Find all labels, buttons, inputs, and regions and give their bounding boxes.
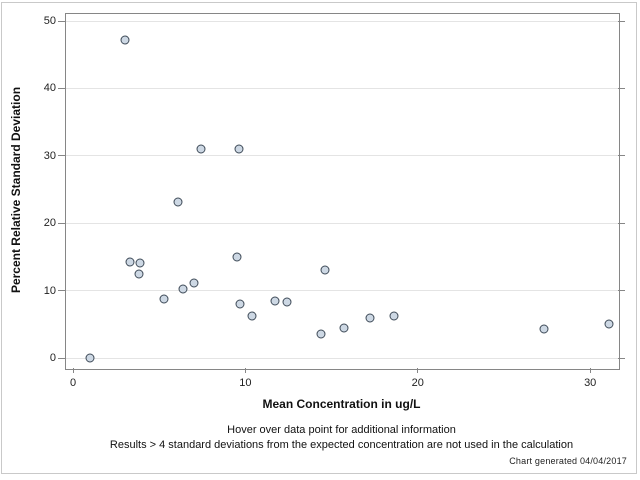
data-point[interactable] — [270, 296, 280, 306]
y-tick-mark-right — [618, 155, 625, 157]
y-tick-mark-left — [58, 155, 66, 157]
x-tick-mark — [589, 368, 591, 373]
data-point[interactable] — [539, 324, 549, 334]
y-tick-mark-right — [618, 87, 625, 89]
y-tick-mark-left — [58, 290, 66, 292]
y-gridline — [66, 357, 619, 359]
data-point[interactable] — [173, 197, 183, 207]
data-point[interactable] — [247, 311, 257, 321]
data-point[interactable] — [196, 144, 206, 154]
x-axis-title: Mean Concentration in ug/L — [262, 397, 421, 411]
x-tick-label: 10 — [239, 377, 252, 389]
data-point[interactable] — [178, 284, 188, 294]
chart-generated-date: Chart generated 04/04/2017 — [509, 456, 627, 466]
data-point[interactable] — [316, 329, 326, 339]
y-tick-label: 30 — [43, 149, 56, 162]
y-tick-mark-left — [58, 87, 66, 89]
data-point[interactable] — [235, 299, 245, 309]
y-tick-mark-right — [618, 20, 625, 22]
footnote-exclusion-rule: Results > 4 standard deviations from the… — [109, 439, 574, 451]
data-point[interactable] — [282, 297, 292, 307]
data-point[interactable] — [604, 319, 614, 329]
data-point[interactable] — [85, 353, 95, 363]
data-point[interactable] — [320, 265, 330, 275]
y-tick-label: 0 — [49, 352, 56, 364]
data-point[interactable] — [365, 313, 375, 323]
footnote-hover-hint: Hover over data point for additional inf… — [227, 424, 456, 436]
y-tick-label: 10 — [43, 284, 56, 297]
data-point[interactable] — [159, 294, 169, 304]
data-point[interactable] — [135, 258, 145, 268]
data-point[interactable] — [134, 269, 143, 279]
y-tick-label: 40 — [43, 82, 56, 95]
y-tick-mark-left — [58, 357, 66, 359]
x-tick-label: 0 — [69, 377, 77, 389]
y-tick-mark-left — [58, 20, 66, 22]
data-point[interactable] — [234, 144, 243, 154]
x-tick-label: 20 — [411, 377, 424, 389]
y-tick-mark-right — [618, 222, 625, 224]
plot-area — [65, 13, 620, 370]
x-tick-mark — [72, 368, 74, 373]
y-axis-title: Percent Relative Standard Deviation — [9, 86, 23, 294]
y-gridline — [66, 87, 619, 89]
data-point[interactable] — [120, 35, 130, 45]
data-point[interactable] — [125, 257, 135, 267]
y-gridline — [66, 155, 619, 157]
y-tick-label: 20 — [43, 217, 56, 230]
data-point[interactable] — [339, 323, 349, 333]
y-gridline — [66, 20, 619, 22]
y-tick-mark-right — [618, 290, 625, 292]
y-tick-label: 50 — [43, 15, 56, 27]
data-point[interactable] — [389, 311, 399, 321]
x-tick-label: 30 — [584, 377, 597, 389]
x-tick-mark — [244, 368, 246, 373]
x-tick-mark — [417, 368, 419, 373]
y-tick-mark-right — [618, 357, 625, 359]
y-gridline — [66, 222, 619, 224]
y-tick-mark-left — [58, 222, 66, 224]
data-point[interactable] — [189, 278, 199, 288]
data-point[interactable] — [232, 252, 242, 262]
y-gridline — [66, 290, 619, 292]
